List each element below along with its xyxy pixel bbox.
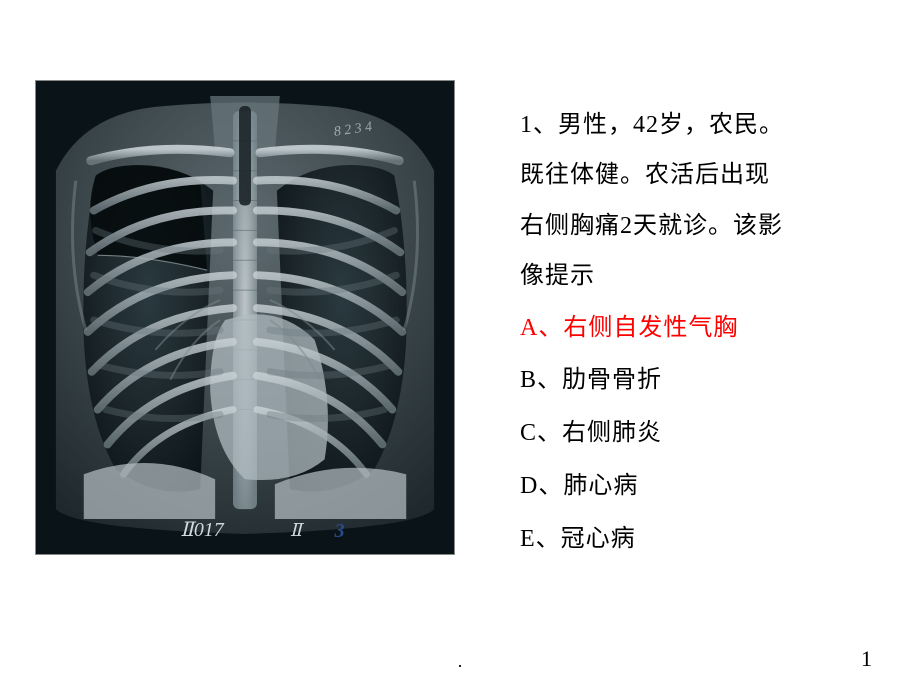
question-stem-3: 右侧胸痛2天就诊。该影 xyxy=(520,201,890,251)
question-stem-1: 1、男性，42岁，农民。 xyxy=(520,100,890,150)
page-number: 1 xyxy=(861,646,872,672)
option-b: B、肋骨骨折 xyxy=(520,354,890,407)
chest-xray-image: 8 2 3 4 Ⅱ017 Ⅱ 3 xyxy=(35,80,455,555)
option-d: D、肺心病 xyxy=(520,460,890,513)
image-panel: 8 2 3 4 Ⅱ017 Ⅱ 3 xyxy=(30,70,460,660)
slide-container: 8 2 3 4 Ⅱ017 Ⅱ 3 1、男性，42岁，农民。 既往体健。农活后出现… xyxy=(0,0,920,690)
option-a: A、右侧自发性气胸 xyxy=(520,302,890,355)
footer-dot: . xyxy=(458,651,463,672)
option-c: C、右侧肺炎 xyxy=(520,407,890,460)
xray-marker-left: Ⅱ017 xyxy=(180,519,224,541)
question-stem-2: 既往体健。农活后出现 xyxy=(520,150,890,200)
option-e: E、冠心病 xyxy=(520,513,890,566)
xray-marker-right2: 3 xyxy=(334,520,345,542)
xray-svg: 8 2 3 4 Ⅱ017 Ⅱ 3 xyxy=(36,81,454,554)
text-panel: 1、男性，42岁，农民。 既往体健。农活后出现 右侧胸痛2天就诊。该影 像提示 … xyxy=(460,70,890,660)
question-stem-4: 像提示 xyxy=(520,251,890,301)
